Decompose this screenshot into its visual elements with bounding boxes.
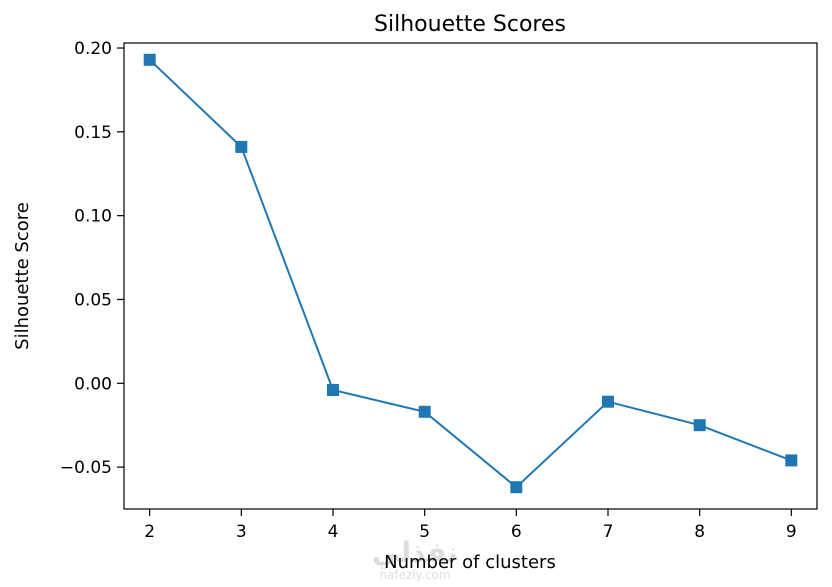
data-point-marker — [510, 481, 523, 494]
x-axis: 2 3 4 5 6 7 8 9 — [144, 509, 797, 542]
data-point-marker — [785, 454, 798, 467]
y-tick-label: 0.15 — [74, 123, 112, 143]
y-tick-label: −0.05 — [60, 458, 112, 478]
x-tick-label: 2 — [144, 522, 155, 542]
x-tick-label: 6 — [511, 522, 522, 542]
data-point-marker — [418, 405, 431, 418]
x-tick-label: 5 — [419, 522, 430, 542]
series-line — [149, 59, 792, 489]
y-tick-label: 0.10 — [74, 207, 112, 227]
chart-title: Silhouette Scores — [374, 12, 566, 37]
x-tick-label: 7 — [603, 522, 614, 542]
watermark: نفذلي nafezly.com — [372, 536, 458, 582]
data-point-marker — [143, 53, 156, 66]
x-axis-label: Number of clusters — [384, 552, 556, 573]
x-tick-label: 8 — [694, 522, 705, 542]
watermark-latin: nafezly.com — [379, 568, 450, 582]
y-tick-label: 0.05 — [74, 290, 112, 310]
y-axis-label: Silhouette Score — [12, 202, 33, 350]
data-point-marker — [327, 384, 339, 396]
x-tick-label: 3 — [236, 522, 247, 542]
plot-frame — [123, 42, 818, 510]
series-silhouette — [143, 53, 798, 494]
data-point-marker — [602, 395, 614, 408]
data-point-marker — [235, 140, 248, 153]
x-tick-label: 4 — [328, 522, 339, 542]
watermark-arabic: نفذلي — [372, 536, 458, 569]
data-point-marker — [693, 419, 706, 432]
y-axis: 0.20 0.15 0.10 0.05 0.00 −0.05 — [60, 39, 124, 478]
y-tick-label: 0.00 — [74, 374, 112, 394]
y-tick-label: 0.20 — [74, 39, 112, 59]
x-tick-label: 9 — [786, 522, 797, 542]
